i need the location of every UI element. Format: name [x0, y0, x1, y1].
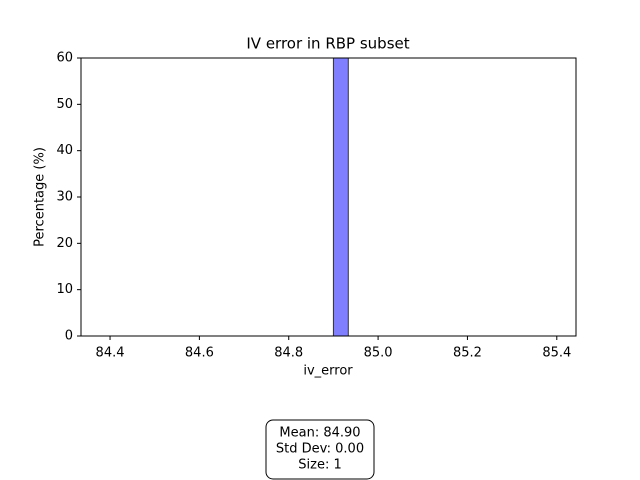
y-tick-label: 30	[56, 190, 73, 205]
y-axis-label: Percentage (%)	[33, 147, 48, 247]
y-tick-label: 40	[56, 143, 73, 158]
x-axis-label: iv_error	[303, 364, 353, 379]
x-tick-label: 85.0	[364, 346, 393, 361]
y-tick-label: 10	[56, 282, 73, 297]
stats-line: Mean: 84.90	[279, 426, 360, 441]
plot-area	[332, 58, 349, 336]
y-tick-label: 20	[56, 236, 73, 251]
y-tick-label: 50	[56, 97, 73, 112]
stats-box	[265, 419, 375, 480]
axes-frame	[80, 57, 577, 337]
stats-line: Size: 1	[298, 458, 341, 473]
x-tick-label: 85.4	[542, 346, 571, 361]
y-tick-label: 60	[56, 51, 73, 66]
bar	[332, 58, 349, 336]
x-tick-label: 84.4	[96, 346, 125, 361]
x-tick-label: 84.6	[185, 346, 214, 361]
x-tick-label: 84.8	[274, 346, 303, 361]
chart-title: IV error in RBP subset	[246, 35, 409, 53]
y-tick-label: 0	[65, 329, 73, 344]
x-tick-label: 85.2	[453, 346, 482, 361]
stats-line: Std Dev: 0.00	[276, 442, 364, 457]
